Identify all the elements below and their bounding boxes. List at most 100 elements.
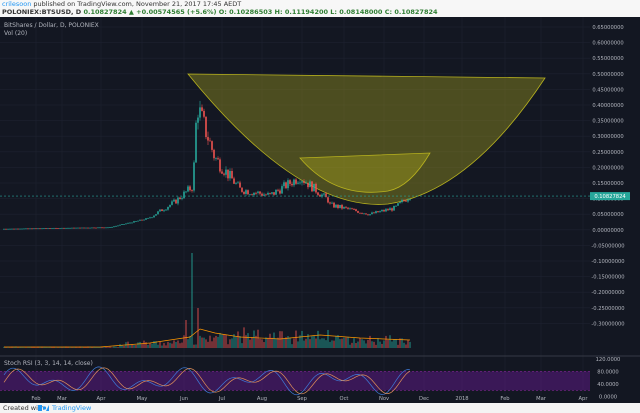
- symbol-line: POLONIEX:BTSUSD, D 0.10827824 ▲ +0.00574…: [2, 8, 438, 16]
- chart-area[interactable]: 0.65000000 0.60000000 0.55000000 0.50000000…: [0, 17, 640, 403]
- volume-bar: [241, 343, 243, 348]
- candle-body: [383, 210, 385, 212]
- candle-body: [269, 192, 271, 194]
- price-axis-label: -0.30000000: [591, 321, 624, 327]
- candle-body: [373, 212, 375, 214]
- candle-body: [75, 227, 77, 229]
- candle-body: [339, 204, 341, 208]
- candle-body: [51, 228, 53, 229]
- candle-body: [363, 213, 365, 215]
- price-axis-label: 0.15000000: [592, 181, 623, 187]
- candle-body: [389, 208, 391, 211]
- volume-bar: [259, 338, 261, 348]
- price-chart[interactable]: 0.65000000 0.60000000 0.55000000 0.50000000…: [0, 17, 640, 403]
- candle-body: [273, 192, 275, 195]
- time-axis-label: 2018: [455, 396, 468, 402]
- volume-bar: [143, 340, 145, 348]
- candle-body: [305, 182, 307, 184]
- volume-bar: [305, 338, 307, 348]
- volume-bar: [5, 347, 7, 348]
- price-axis-label: 0.05000000: [592, 212, 623, 218]
- volume-bar: [113, 346, 115, 348]
- volume-bar: [17, 347, 19, 348]
- ohlc-readout: 0.10827824 ▲ +0.00574565 (+5.6%) O: 0.10…: [83, 8, 438, 16]
- candle-body: [311, 181, 313, 192]
- volume-bar: [355, 343, 357, 348]
- time-axis-label: Sep: [297, 396, 307, 402]
- candle-body: [7, 228, 9, 230]
- candle-body: [59, 228, 61, 229]
- candle-body: [167, 206, 169, 210]
- candle-body: [179, 197, 181, 199]
- volume-bar: [175, 342, 177, 348]
- candle-body: [45, 228, 47, 229]
- author-link[interactable]: crilesoon: [2, 0, 32, 8]
- volume-bar: [73, 347, 75, 348]
- volume-bar: [77, 347, 79, 348]
- time-axis-label: Dec: [419, 396, 429, 402]
- candle-body: [409, 199, 411, 201]
- volume-bar: [379, 341, 381, 348]
- volume-bar: [173, 340, 175, 348]
- time-axis-label: Nov: [379, 396, 389, 402]
- candle-body: [93, 227, 95, 229]
- candle-body: [243, 191, 245, 194]
- candle-body: [277, 189, 279, 191]
- volume-bar: [301, 330, 303, 348]
- candle-body: [25, 228, 27, 230]
- volume-bar: [227, 344, 229, 348]
- stoch-rsi-label: Stoch RSI (3, 3, 14, 14, close): [4, 360, 93, 367]
- volume-bar: [179, 343, 181, 348]
- candle-body: [249, 194, 251, 196]
- candle-body: [147, 217, 149, 219]
- candle-body: [85, 227, 87, 229]
- candle-body: [347, 207, 349, 209]
- tradingview-link[interactable]: TradingView: [52, 404, 92, 412]
- volume-bar: [57, 347, 59, 348]
- candle-body: [337, 204, 339, 208]
- candle-body: [319, 194, 321, 197]
- candle-body: [97, 227, 99, 229]
- candle-body: [245, 190, 247, 194]
- volume-bar: [149, 342, 151, 348]
- volume-bar: [255, 335, 257, 348]
- candle-body: [77, 227, 79, 229]
- handle-pattern-shape: [299, 152, 431, 193]
- candle-body: [241, 187, 243, 192]
- candle-body: [83, 227, 85, 229]
- candle-body: [369, 214, 371, 216]
- candle-body: [401, 200, 403, 203]
- candle-body: [385, 209, 387, 212]
- candle-body: [229, 170, 231, 179]
- volume-bar: [69, 347, 71, 348]
- candle-body: [265, 194, 267, 196]
- candle-body: [351, 208, 353, 210]
- candle-body: [289, 180, 291, 184]
- volume-bar: [395, 338, 397, 348]
- candle-body: [279, 190, 281, 194]
- volume-bar: [303, 340, 305, 348]
- time-axis-label: Apr: [579, 396, 589, 402]
- volume-bar: [177, 340, 179, 348]
- candle-body: [221, 171, 223, 174]
- volume-bar: [167, 341, 169, 348]
- volume-bar: [331, 340, 333, 348]
- candle-body: [129, 222, 131, 224]
- candle-body: [103, 227, 105, 229]
- candle-body: [299, 182, 301, 184]
- candle-body: [235, 182, 237, 184]
- candle-body: [73, 227, 75, 229]
- volume-bar: [267, 337, 269, 348]
- volume-bar: [223, 334, 225, 348]
- volume-bar: [279, 331, 281, 348]
- volume-bar: [101, 346, 103, 348]
- candle-body: [43, 228, 45, 229]
- volume-bar: [247, 333, 249, 348]
- candle-body: [263, 194, 265, 196]
- volume-bar: [261, 339, 263, 348]
- volume-bar: [71, 347, 73, 348]
- volume-bar: [81, 346, 83, 348]
- price-axis-label: 0.65000000: [592, 25, 623, 31]
- volume-bar: [117, 347, 119, 348]
- price-axis-label: -0.25000000: [591, 306, 624, 312]
